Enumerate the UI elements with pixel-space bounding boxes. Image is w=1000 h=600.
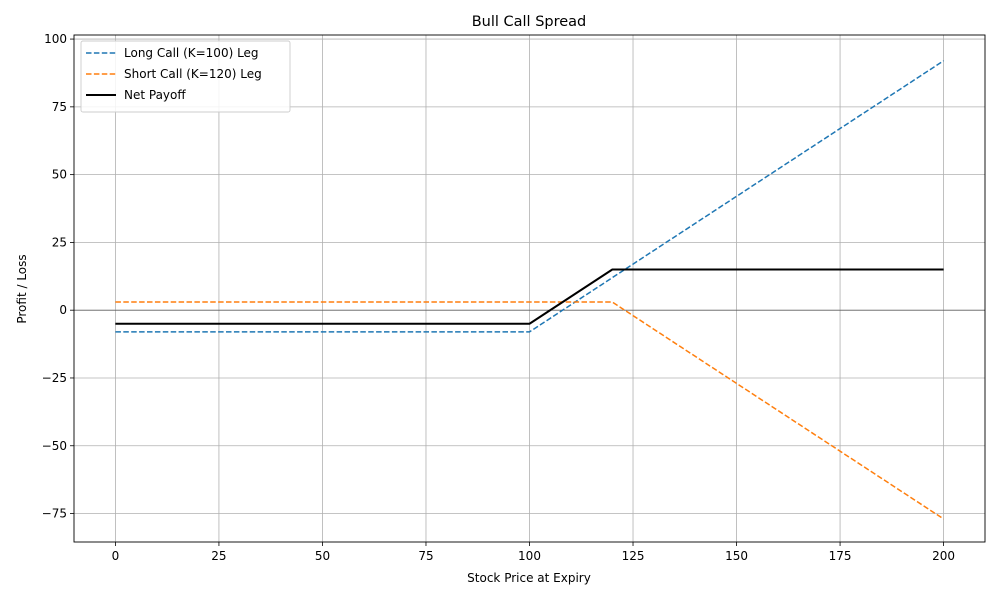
y-tick-label: −50: [42, 439, 67, 453]
x-tick-label: 50: [315, 549, 330, 563]
x-tick-label: 25: [211, 549, 226, 563]
legend-label: Short Call (K=120) Leg: [124, 67, 262, 81]
y-tick-label: 0: [59, 303, 67, 317]
y-tick-label: 75: [52, 100, 67, 114]
x-tick-label: 125: [622, 549, 645, 563]
series-line: [115, 60, 945, 333]
x-tick-label: 100: [518, 549, 541, 563]
y-axis-title: Profit / Loss: [15, 254, 29, 323]
y-tick-label: 100: [44, 32, 67, 46]
series-layer: [115, 60, 945, 520]
x-tick-label: 200: [932, 549, 955, 563]
y-tick-label: −25: [42, 371, 67, 385]
legend-box: [80, 40, 291, 113]
y-axis-ticks: −75 −50 −25 0 25 50 75 100: [42, 32, 74, 521]
x-tick-label: 75: [418, 549, 433, 563]
grid: [74, 35, 985, 542]
series-line: [115, 268, 944, 325]
x-axis-title: Stock Price at Expiry: [467, 571, 591, 585]
legend: Long Call (K=100) Leg Short Call (K=120) …: [80, 40, 291, 113]
x-tick-label: 150: [725, 549, 748, 563]
chart-title: Bull Call Spread: [472, 14, 587, 30]
legend-label: Net Payoff: [124, 88, 186, 102]
y-tick-label: 25: [52, 235, 67, 249]
y-tick-label: 50: [52, 168, 67, 182]
series-line: [115, 301, 945, 520]
x-axis-ticks: 0 25 50 75 100 125 150 175 200: [112, 542, 955, 563]
x-tick-label: 0: [112, 549, 120, 563]
y-tick-label: −75: [42, 507, 67, 521]
legend-label: Long Call (K=100) Leg: [124, 46, 259, 60]
x-tick-label: 175: [829, 549, 852, 563]
